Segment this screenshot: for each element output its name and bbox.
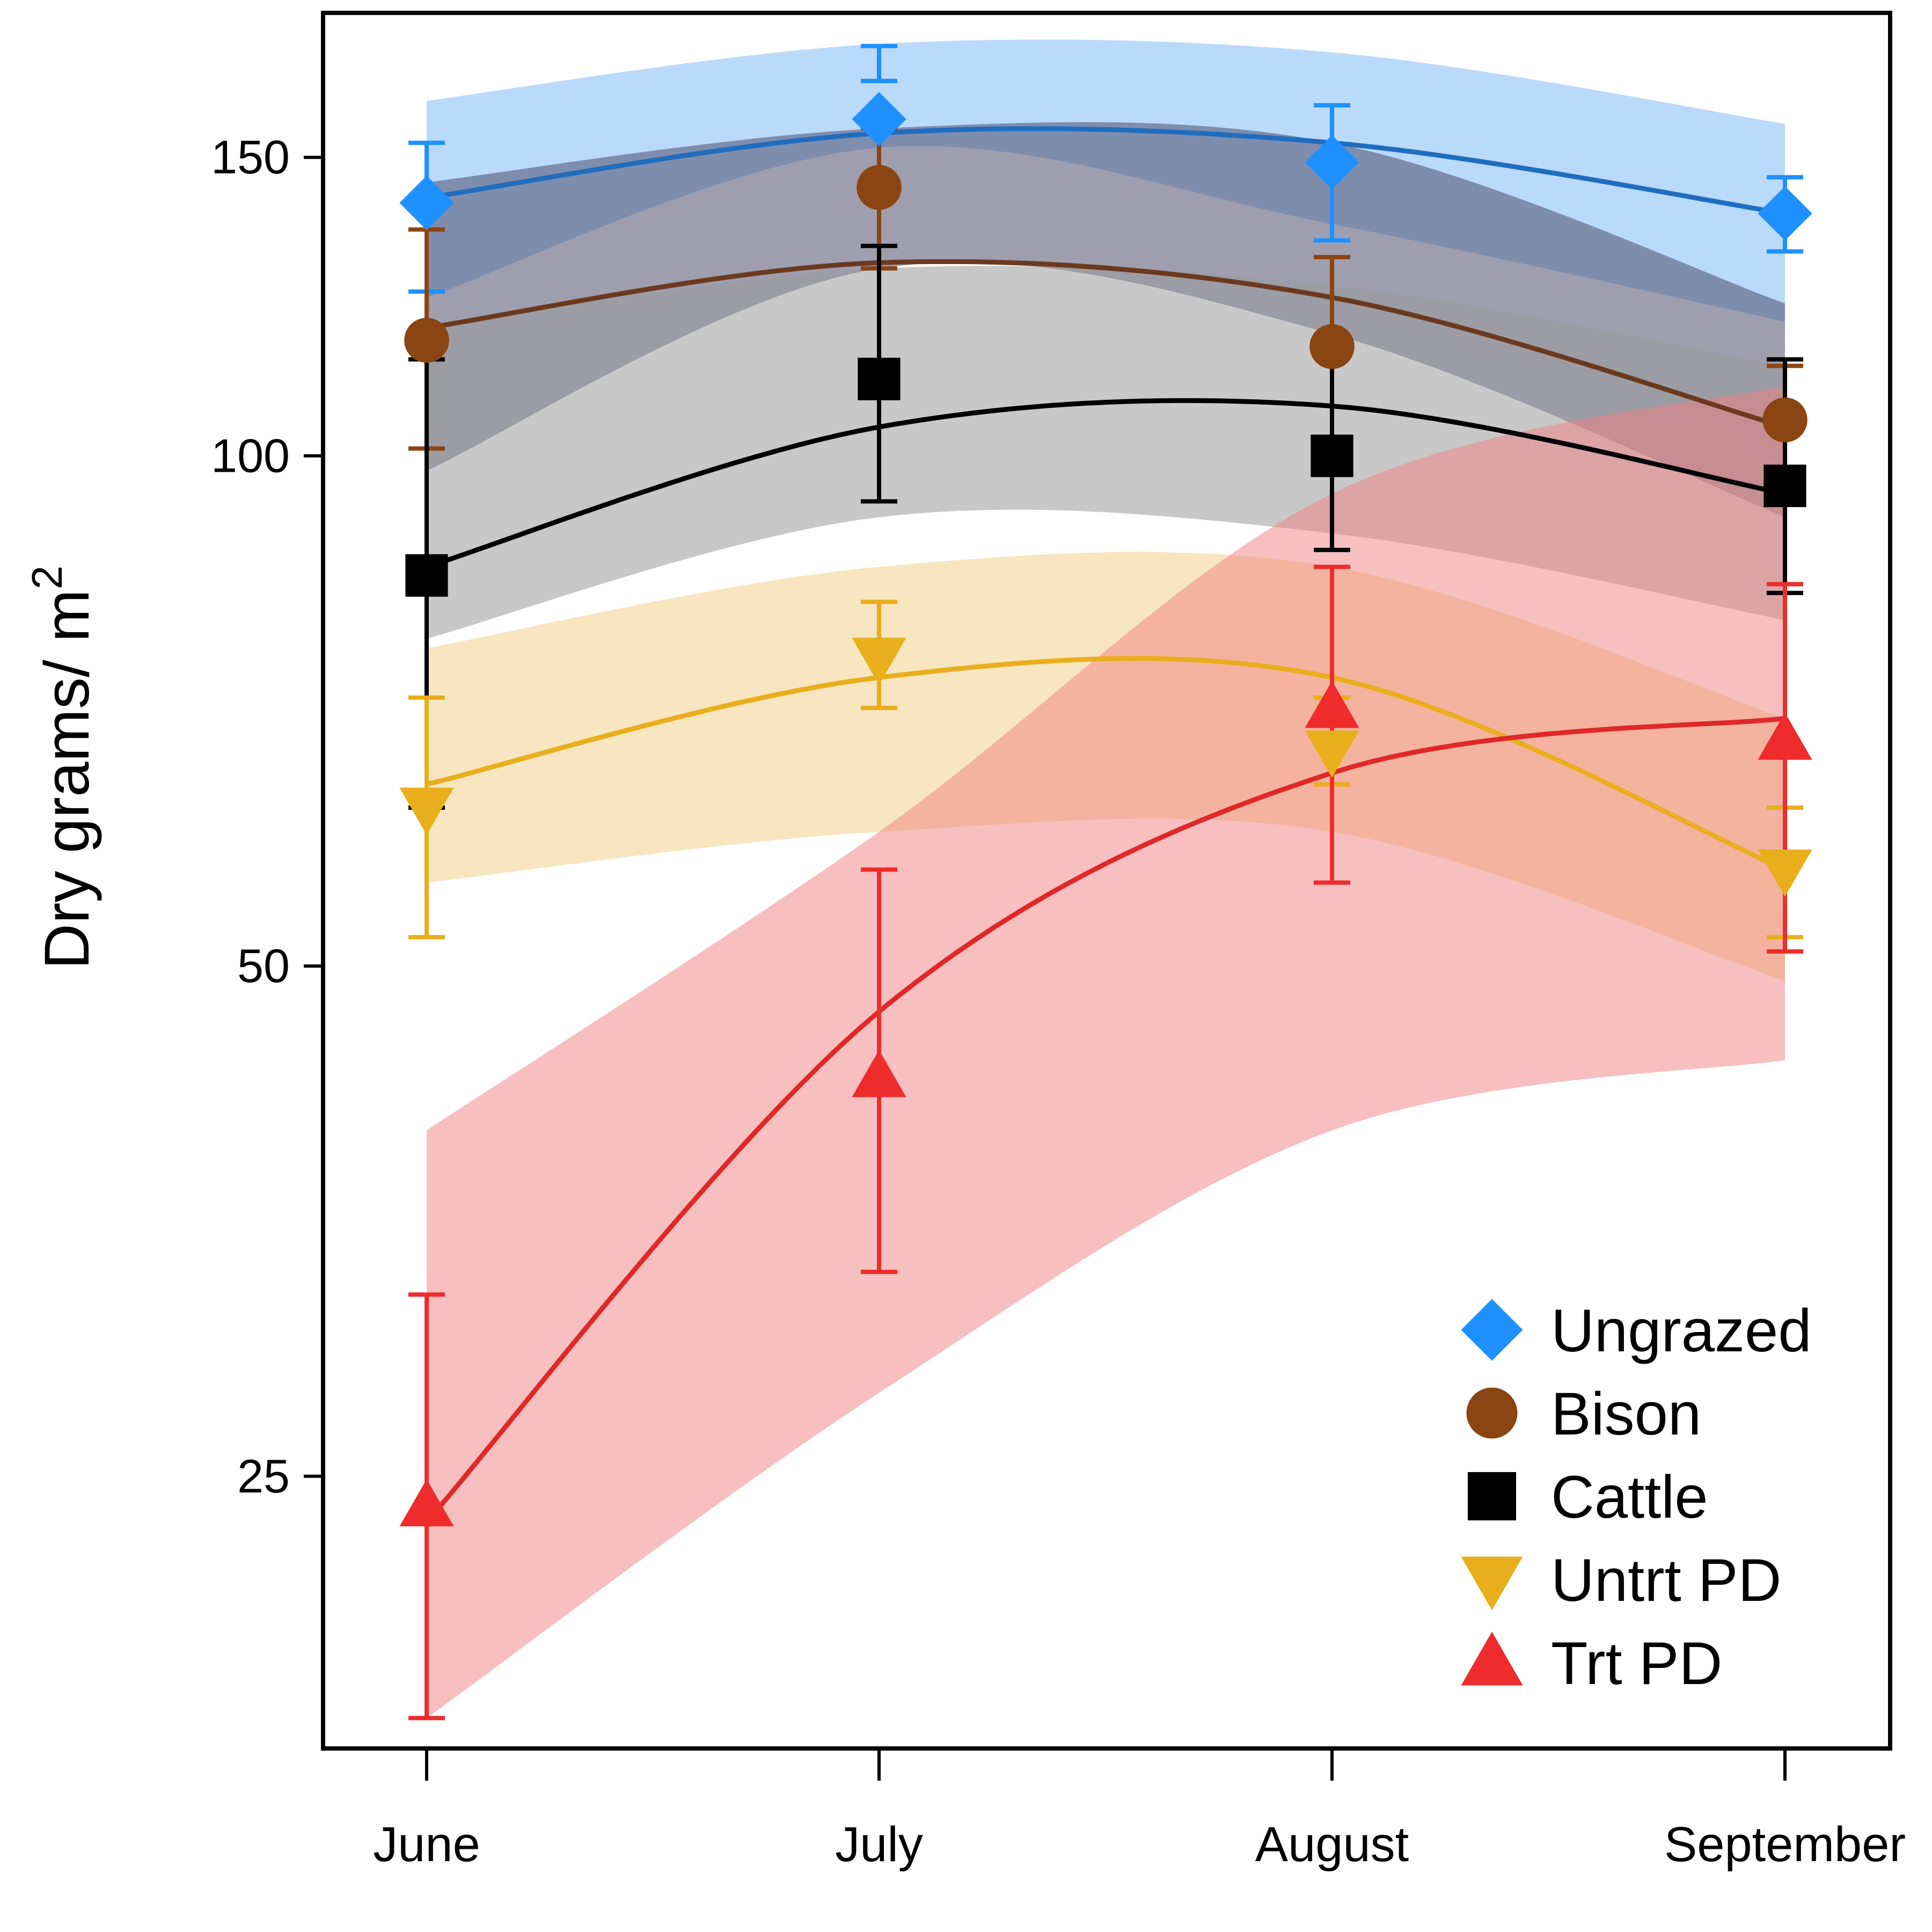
- trt-pd-data-point: [852, 1050, 906, 1097]
- legend-item-cattle: Cattle: [1468, 1463, 1708, 1531]
- legend-label: Bison: [1551, 1380, 1701, 1447]
- y-axis: 25 50 100 150: [211, 130, 323, 1503]
- bison-data-point: [404, 318, 449, 363]
- legend: Ungrazed Bison Cattle Untrt PD Trt PD: [1461, 1297, 1812, 1697]
- y-tick-label: 150: [211, 130, 290, 184]
- legend-label: Untrt PD: [1551, 1547, 1781, 1614]
- fitted-curves: [425, 126, 1786, 1524]
- y-axis-label: Dry grams/ m2: [23, 566, 103, 970]
- trt-pd-fit-line: [425, 716, 1785, 1524]
- legend-item-untrt-pd: Untrt PD: [1461, 1547, 1781, 1614]
- ungrazed-data-point: [1758, 186, 1812, 241]
- ungrazed-fit-line: [426, 126, 1785, 216]
- untrt-pd-data-point: [852, 638, 906, 685]
- legend-label: Trt PD: [1551, 1630, 1722, 1697]
- untrt-pd-data-point: [1758, 849, 1812, 897]
- cattle-data-point: [1763, 464, 1806, 507]
- y-tick-label: 25: [237, 1450, 290, 1503]
- bison-confidence-band: [427, 122, 1785, 517]
- ungrazed-data-point: [1305, 135, 1359, 190]
- x-tick-label: September: [1664, 1817, 1906, 1872]
- x-tick-label: July: [835, 1817, 923, 1872]
- cattle-data-point: [1311, 434, 1353, 477]
- confidence-bands: [427, 39, 1785, 1718]
- y-tick-label: 100: [211, 429, 290, 482]
- legend-marker: [1461, 1299, 1523, 1361]
- ungrazed-data-point: [852, 92, 906, 147]
- legend-label: Ungrazed: [1551, 1297, 1812, 1364]
- bison-fit-line: [426, 259, 1786, 429]
- cattle-fit-line: [426, 398, 1785, 569]
- legend-marker: [1468, 1472, 1516, 1520]
- legend-marker: [1461, 1631, 1523, 1686]
- cattle-data-point: [405, 554, 448, 597]
- y-axis-label-text: Dry grams/ m: [32, 589, 103, 969]
- untrt-pd-fit-line: [426, 656, 1786, 872]
- trt-pd-confidence-band: [427, 385, 1785, 1718]
- ungrazed-error-bar: [861, 43, 897, 83]
- bison-data-point: [857, 165, 902, 210]
- trt-pd-data-point: [1305, 680, 1359, 728]
- x-tick-label: June: [373, 1817, 480, 1872]
- cattle-data-point: [858, 357, 901, 400]
- bison-data-point: [1309, 324, 1355, 369]
- ungrazed-data-point: [399, 175, 454, 230]
- legend-marker: [1466, 1387, 1518, 1439]
- data-markers: [399, 92, 1812, 1527]
- legend-label: Cattle: [1551, 1463, 1708, 1531]
- legend-item-bison: Bison: [1466, 1380, 1701, 1447]
- legend-item-ungrazed: Ungrazed: [1461, 1297, 1812, 1364]
- bison-data-point: [1762, 397, 1807, 443]
- plot-frame: [321, 11, 1892, 1751]
- untrt-pd-data-point: [1305, 730, 1359, 778]
- trt-pd-data-point: [399, 1479, 454, 1527]
- x-tick-label: August: [1255, 1817, 1409, 1872]
- trt-pd-data-point: [1758, 712, 1812, 760]
- ungrazed-confidence-band: [427, 39, 1785, 322]
- y-axis-label-superscript: 2: [23, 566, 71, 590]
- y-tick-label: 50: [237, 939, 290, 992]
- legend-item-trt-pd: Trt PD: [1461, 1630, 1722, 1697]
- untrt-pd-data-point: [399, 787, 454, 835]
- legend-marker: [1461, 1556, 1523, 1611]
- x-axis: June July August September: [373, 1748, 1906, 1872]
